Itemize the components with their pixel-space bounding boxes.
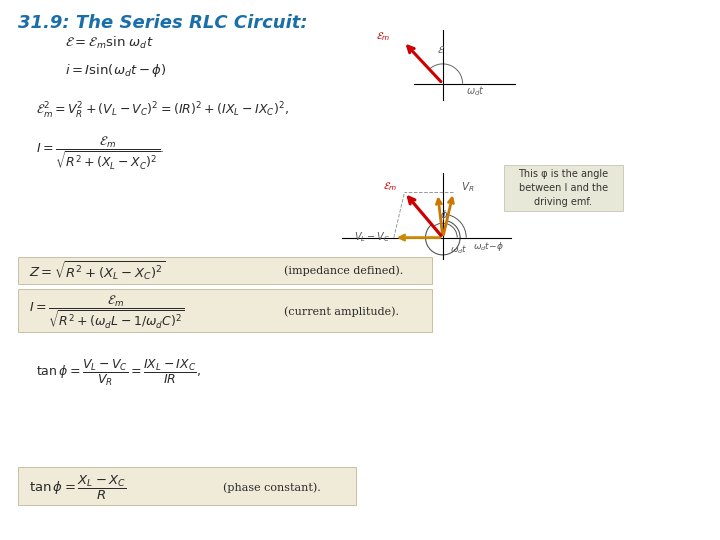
Text: $\phi$: $\phi$ [441, 208, 449, 222]
Text: $\tan\phi = \dfrac{X_L - X_C}{R}$: $\tan\phi = \dfrac{X_L - X_C}{R}$ [29, 474, 127, 502]
FancyBboxPatch shape [18, 467, 356, 505]
Text: $\mathcal{E}$: $\mathcal{E}$ [437, 44, 445, 56]
Text: 31.9: The Series RLC Circuit:: 31.9: The Series RLC Circuit: [18, 14, 307, 31]
Text: $V_L - V_C$: $V_L - V_C$ [354, 230, 390, 244]
Text: $\omega_d t$: $\omega_d t$ [450, 244, 467, 256]
Text: $I = \dfrac{\mathcal{E}_m}{\sqrt{R^2 + (\omega_d L - 1/\omega_d C)^2}}$: $I = \dfrac{\mathcal{E}_m}{\sqrt{R^2 + (… [29, 293, 184, 331]
Text: $\mathcal{E}_m$: $\mathcal{E}_m$ [383, 180, 397, 193]
Text: $I = \dfrac{\mathcal{E}_m}{\sqrt{R^2 + (X_L - X_C)^2}}.$: $I = \dfrac{\mathcal{E}_m}{\sqrt{R^2 + (… [36, 134, 164, 172]
Text: $i = I\sin(\omega_d t - \phi)$: $i = I\sin(\omega_d t - \phi)$ [65, 62, 166, 79]
Text: $Z = \sqrt{R^2 + (X_L - X_C)^2}$: $Z = \sqrt{R^2 + (X_L - X_C)^2}$ [29, 259, 166, 282]
Text: (phase constant).: (phase constant). [223, 483, 321, 494]
Text: $V_R$: $V_R$ [461, 180, 474, 194]
Text: This φ is the angle
between I and the
driving emf.: This φ is the angle between I and the dr… [518, 168, 608, 207]
FancyBboxPatch shape [18, 256, 432, 284]
FancyBboxPatch shape [504, 165, 623, 211]
Text: (current amplitude).: (current amplitude). [284, 307, 400, 318]
Text: $\tan\phi = \dfrac{V_L - V_C}{V_R} = \dfrac{IX_L - IX_C}{IR},$: $\tan\phi = \dfrac{V_L - V_C}{V_R} = \df… [36, 357, 201, 388]
Text: $\mathcal{E} = \mathcal{E}_m\sin\,\omega_d t$: $\mathcal{E} = \mathcal{E}_m\sin\,\omega… [65, 35, 153, 51]
Text: $\omega_d t\!-\!\phi$: $\omega_d t\!-\!\phi$ [473, 240, 504, 253]
Text: $\mathcal{E}_m^2 = V_R^2 + (V_L - V_C)^2 = (IR)^2 + (IX_L - IX_C)^2,$: $\mathcal{E}_m^2 = V_R^2 + (V_L - V_C)^2… [36, 100, 289, 121]
FancyBboxPatch shape [18, 289, 432, 332]
Text: $\omega_d t$: $\omega_d t$ [466, 84, 485, 98]
Text: $\mathcal{E}_m$: $\mathcal{E}_m$ [377, 31, 391, 43]
Text: (impedance defined).: (impedance defined). [284, 265, 404, 276]
